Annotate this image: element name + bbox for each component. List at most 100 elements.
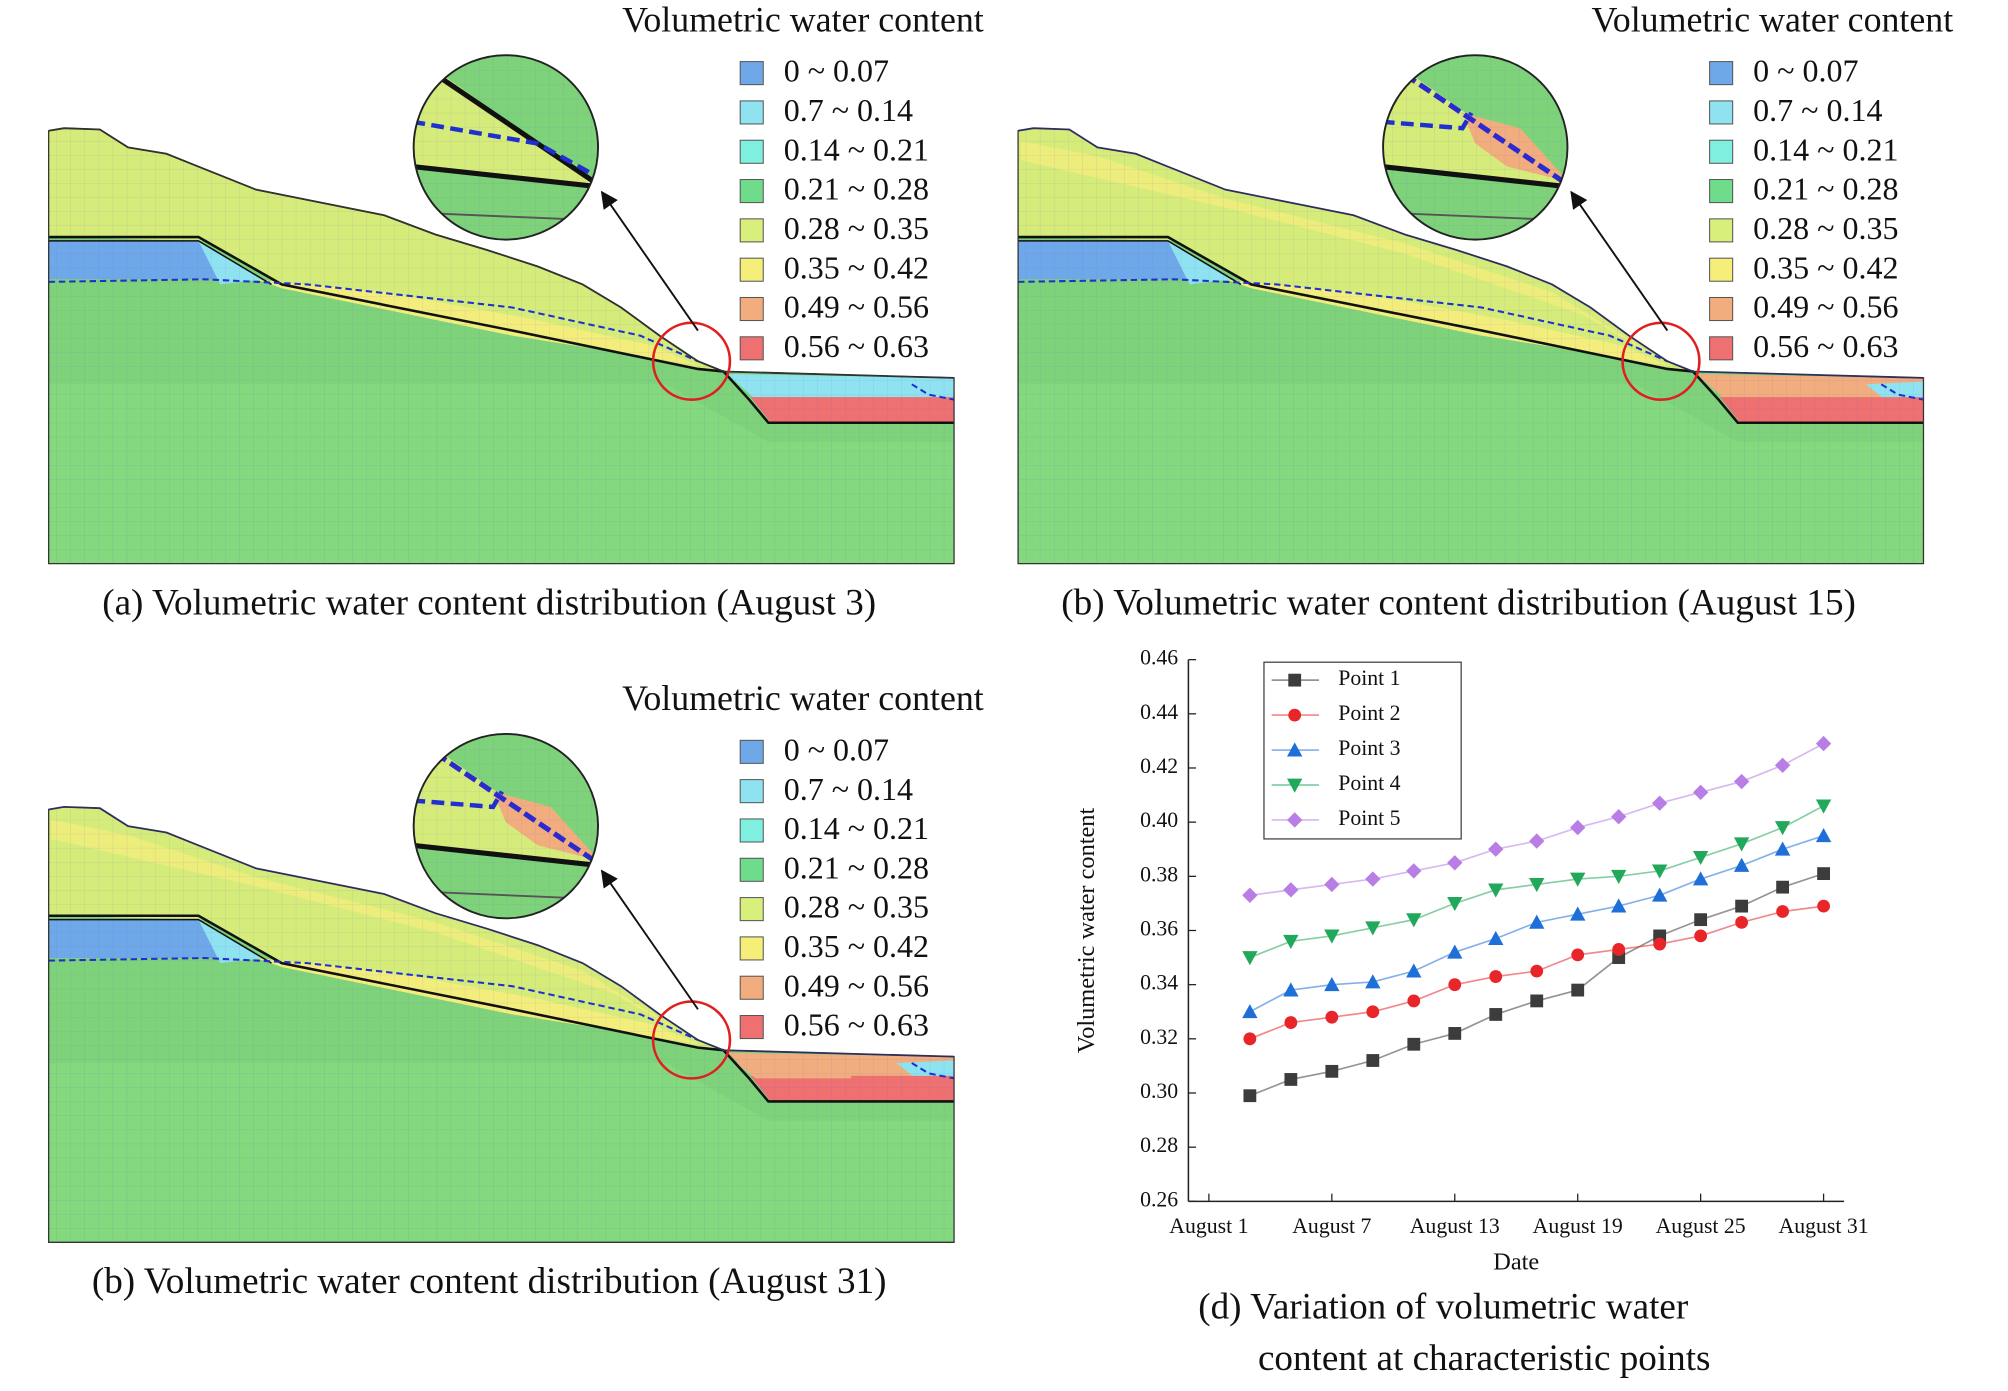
marker: [1288, 708, 1302, 722]
y-tick-label: 0.46: [1140, 646, 1178, 670]
zoom-inset: [413, 733, 599, 919]
legend-swatch: [739, 179, 764, 204]
wetting-front: [1880, 383, 1924, 401]
legend-label: 0.21 ~ 0.28: [784, 171, 929, 207]
y-tick-label: 0.44: [1140, 700, 1178, 724]
marker: [1365, 921, 1381, 936]
marker: [1242, 887, 1258, 903]
legend-label: 0.49 ~ 0.56: [784, 289, 929, 325]
legend-swatch: [1709, 139, 1734, 164]
domain-outline: [48, 127, 955, 565]
legend-swatch: [739, 336, 764, 361]
zoom-inset: [1383, 55, 1568, 240]
inset-surface: [1403, 72, 1568, 190]
marker: [1406, 863, 1422, 879]
marker: [1287, 778, 1303, 793]
y-tick-label: 0.34: [1140, 971, 1178, 995]
y-tick-label: 0.32: [1140, 1025, 1178, 1049]
legend-swatch: [739, 779, 764, 804]
marker: [1283, 934, 1299, 950]
legend-label: 0.56 ~ 0.63: [1753, 328, 1898, 364]
marker: [1488, 841, 1504, 857]
mesh: [1018, 128, 1924, 564]
marker: [1735, 915, 1749, 929]
marker: [1530, 964, 1544, 978]
marker: [1447, 944, 1463, 959]
soil-boundary: [48, 918, 272, 964]
marker: [1733, 837, 1750, 852]
zoom-arrow: [600, 869, 699, 1010]
wetting-front: [48, 278, 699, 363]
marker: [1815, 828, 1832, 843]
inset-mesh: [413, 733, 599, 919]
mesh: [48, 806, 955, 1243]
legend-swatch: [739, 139, 764, 164]
marker: [1243, 1032, 1257, 1046]
x-axis-label: Date: [1493, 1249, 1539, 1276]
legend-swatch: [1709, 218, 1734, 243]
legend-label: 0.35 ~ 0.42: [1753, 249, 1898, 285]
marker: [1815, 735, 1832, 752]
wetting-front: [48, 957, 699, 1041]
marker: [1287, 812, 1303, 828]
marker: [1611, 898, 1627, 913]
legend-label: Point 3: [1338, 736, 1400, 760]
y-tick-label: 0.28: [1140, 1133, 1178, 1157]
legend-label: Point 1: [1338, 666, 1400, 690]
marker: [1529, 878, 1545, 893]
marker: [1243, 1089, 1257, 1103]
marker: [1571, 983, 1585, 997]
marker: [1529, 833, 1545, 849]
marker: [1735, 899, 1749, 913]
marker: [1284, 1016, 1298, 1029]
legend-swatch: [1709, 61, 1734, 86]
wetting-front: [911, 383, 955, 401]
legend-swatch: [739, 61, 764, 86]
marker: [1366, 1005, 1380, 1019]
marker: [1488, 883, 1504, 898]
marker: [1817, 867, 1830, 881]
marker: [1242, 951, 1258, 966]
marker: [1406, 913, 1422, 928]
inset-frame: [1382, 54, 1569, 241]
legend-label: 0.7 ~ 0.14: [784, 771, 913, 807]
y-tick-label: 0.42: [1140, 754, 1178, 778]
marker: [1529, 914, 1545, 929]
soil-boundary: [48, 914, 955, 1103]
legend-swatch: [739, 818, 764, 843]
chart-caption: (d) Variation of volumetric water: [1198, 1287, 1689, 1328]
chart-caption: content at characteristic points: [1258, 1338, 1711, 1379]
inset-front: [413, 790, 504, 810]
marker: [1776, 880, 1790, 894]
marker: [1530, 994, 1544, 1008]
marker: [1366, 1054, 1380, 1067]
legend-label: 0.14 ~ 0.21: [784, 810, 929, 846]
marker: [1288, 673, 1302, 687]
y-tick-label: 0.40: [1140, 808, 1178, 832]
legend-label: 0.21 ~ 0.28: [784, 849, 929, 885]
marker: [1692, 871, 1709, 886]
inset-front: [1383, 111, 1474, 131]
legend-label: 0.56 ~ 0.63: [784, 328, 929, 364]
marker: [1776, 905, 1790, 918]
marker: [1692, 784, 1709, 801]
panel-caption: (a) Volumetric water content distributio…: [102, 582, 876, 623]
marker: [1570, 819, 1586, 836]
marker: [1324, 876, 1340, 893]
marker: [1570, 872, 1586, 887]
legend-swatch: [739, 897, 764, 922]
panel-caption: (b) Volumetric water content distributio…: [92, 1261, 887, 1302]
y-axis-label: Volumetric water content: [1073, 808, 1100, 1054]
legend-label: 0.7 ~ 0.14: [784, 92, 913, 128]
marker: [1570, 906, 1586, 921]
marker: [1324, 929, 1340, 944]
legend-label: Point 5: [1338, 806, 1400, 830]
legend-swatch: [739, 100, 764, 125]
marker: [1612, 943, 1626, 956]
legend-label: 0.35 ~ 0.42: [784, 928, 929, 964]
marker: [1774, 841, 1791, 856]
marker: [1325, 1064, 1339, 1078]
